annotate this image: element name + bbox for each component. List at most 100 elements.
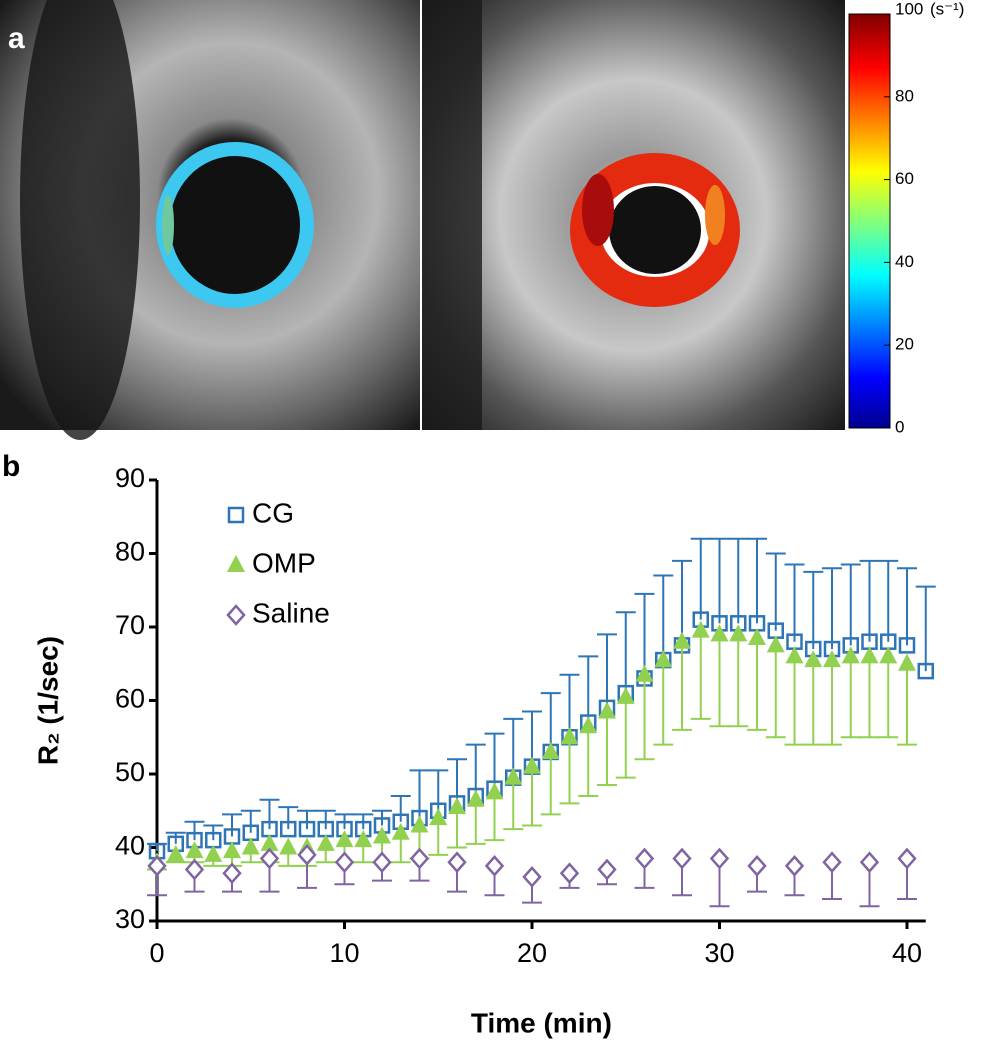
marker-square [298, 820, 316, 838]
mri-right [422, 0, 845, 430]
marker-diamond [372, 851, 392, 874]
colorbar [848, 13, 891, 429]
marker-triangle [279, 837, 298, 855]
marker-diamond [859, 851, 880, 874]
marker-triangle [654, 650, 673, 668]
marker-triangle [410, 815, 429, 833]
marker-triangle [579, 716, 598, 734]
marker-triangle [504, 767, 523, 785]
marker-diamond [559, 862, 580, 885]
marker-triangle [598, 701, 616, 719]
marker-diamond [226, 604, 246, 626]
marker-diamond [259, 847, 280, 870]
marker-triangle [823, 650, 841, 668]
marker-diamond [522, 866, 542, 888]
marker-triangle [804, 650, 823, 668]
y-tick-label: 60 [115, 684, 145, 714]
colorbar-tick-label: 0 [895, 417, 904, 436]
panel-label: b [2, 450, 20, 483]
marker-diamond [597, 858, 617, 881]
marker-triangle [729, 624, 748, 642]
marker-square [898, 637, 916, 654]
marker-triangle [241, 837, 260, 855]
marker-diamond [409, 847, 430, 870]
marker-triangle [541, 741, 560, 759]
legend-label: CG [252, 497, 294, 528]
marker-diamond [184, 858, 205, 881]
legend-label: Saline [252, 597, 330, 628]
x-tick-label: 30 [704, 938, 734, 968]
marker-triangle [316, 833, 335, 851]
mri-left [0, 0, 420, 440]
marker-triangle [429, 808, 448, 826]
marker-triangle [560, 727, 579, 745]
marker-diamond [147, 854, 167, 877]
x-tick-label: 20 [517, 938, 547, 968]
colorbar-unit: (s⁻¹) [930, 0, 964, 18]
colorbar-tick-label: 100 [895, 0, 923, 18]
colorbar-tick-label: 40 [895, 252, 914, 271]
marker-diamond [897, 847, 917, 870]
marker-triangle [448, 797, 466, 815]
marker-triangle [260, 833, 279, 851]
marker-triangle [166, 844, 185, 862]
marker-triangle [785, 646, 804, 664]
marker-triangle [879, 646, 898, 664]
marker-triangle [391, 822, 410, 840]
marker-triangle [841, 646, 860, 664]
marker-diamond [672, 847, 692, 870]
x-tick-label: 40 [892, 938, 922, 968]
marker-triangle [373, 826, 391, 844]
marker-triangle [227, 555, 245, 572]
series [147, 843, 917, 908]
y-tick-label: 80 [115, 537, 145, 567]
x-tick-label: 0 [149, 938, 164, 968]
marker-diamond [222, 862, 242, 885]
marker-triangle [185, 841, 204, 859]
marker-triangle [860, 646, 879, 664]
marker-triangle [616, 686, 635, 704]
marker-triangle [485, 782, 504, 800]
y-tick-label: 40 [115, 831, 145, 861]
y-tick-label: 50 [115, 757, 145, 787]
marker-diamond [747, 854, 767, 877]
marker-square [280, 820, 297, 838]
marker-triangle [691, 620, 710, 638]
y-tick-label: 90 [115, 463, 145, 493]
marker-square [227, 506, 245, 524]
marker-diamond [334, 851, 355, 874]
panel-label: a [8, 22, 25, 55]
marker-diamond [297, 843, 317, 866]
marker-diamond [822, 851, 842, 874]
legend-label: OMP [252, 547, 316, 578]
marker-triangle [673, 631, 691, 649]
marker-triangle [223, 841, 241, 859]
marker-diamond [784, 854, 805, 877]
x-axis-title: Time (min) [471, 1007, 612, 1038]
colorbar-tick-label: 60 [895, 169, 914, 188]
plot: 30 40 50 60 70 80 90 0 10 20 30 40 Time (min) R₂ (1/s… [32, 463, 936, 1038]
marker-diamond [634, 847, 655, 870]
marker-diamond [484, 854, 505, 877]
y-tick-label: 30 [115, 904, 145, 934]
x-tick-label: 10 [329, 938, 359, 968]
marker-triangle [635, 664, 654, 682]
marker-triangle [466, 789, 485, 807]
series [147, 537, 936, 860]
marker-triangle [766, 635, 785, 653]
colorbar-tick-label: 80 [895, 86, 914, 105]
marker-triangle [898, 653, 916, 671]
marker-triangle [354, 830, 373, 848]
marker-diamond [709, 847, 730, 870]
marker-triangle [335, 830, 354, 848]
marker-triangle [748, 628, 766, 646]
marker-square [917, 662, 934, 680]
marker-triangle [204, 844, 223, 862]
y-tick-label: 70 [115, 610, 145, 640]
marker-diamond [447, 851, 467, 874]
y-axis-title: R₂ (1/sec) [32, 636, 63, 765]
colorbar-tick-label: 20 [895, 335, 914, 354]
marker-triangle [710, 624, 729, 642]
marker-triangle [523, 756, 541, 774]
